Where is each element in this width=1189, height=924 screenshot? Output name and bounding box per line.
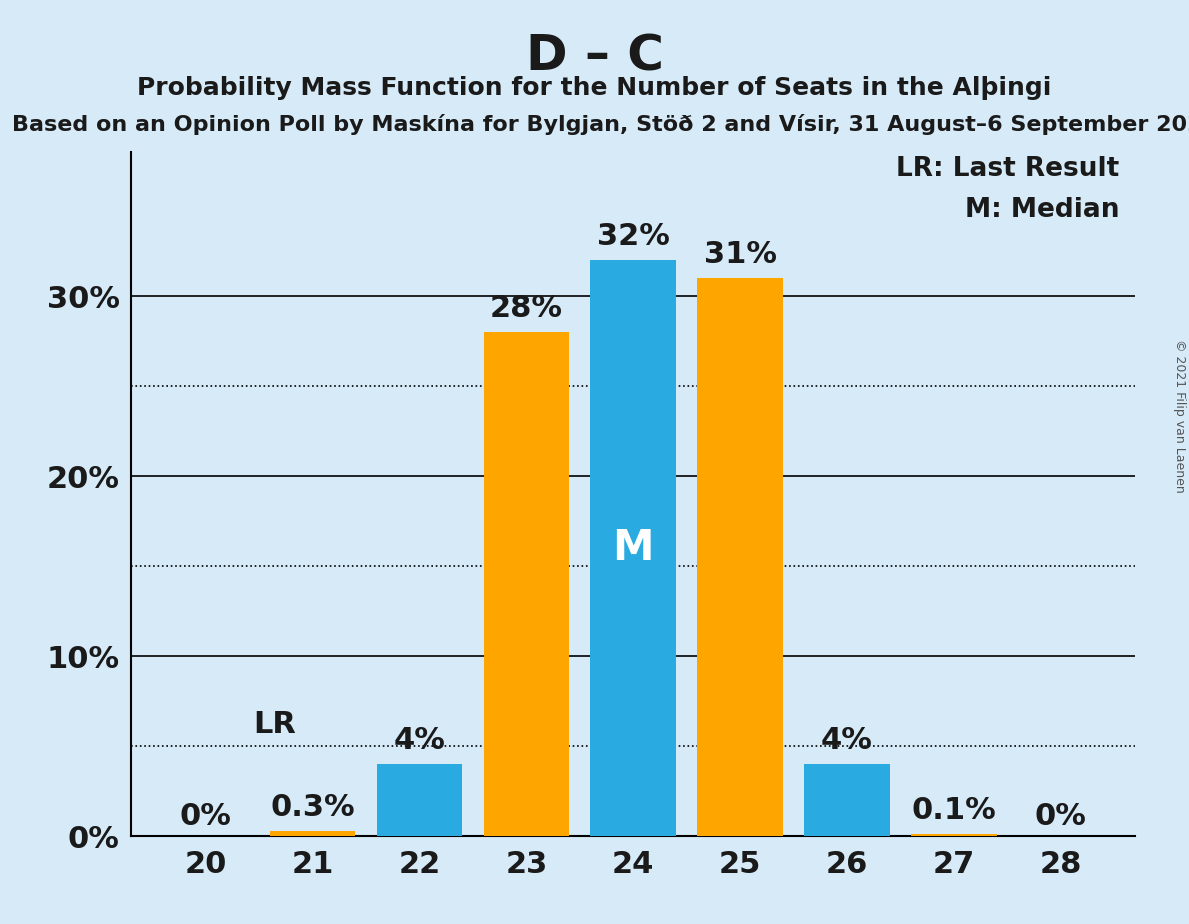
Bar <box>377 764 463 836</box>
Bar <box>911 834 996 836</box>
Text: M: M <box>612 528 654 569</box>
Bar <box>270 831 356 836</box>
Text: Based on an Opinion Poll by Maskína for Bylgjan, Stöð 2 and Vísir, 31 August–6 S: Based on an Opinion Poll by Maskína for … <box>12 114 1189 135</box>
Text: 28%: 28% <box>490 295 562 323</box>
Text: M: Median: M: Median <box>965 198 1120 224</box>
Bar <box>804 764 889 836</box>
Text: 32%: 32% <box>597 223 669 251</box>
Text: 0%: 0% <box>1034 802 1087 831</box>
Text: 0%: 0% <box>180 802 232 831</box>
Bar <box>697 278 782 836</box>
Text: LR: LR <box>253 710 296 739</box>
Text: 4%: 4% <box>820 726 873 755</box>
Text: 0.3%: 0.3% <box>270 793 354 821</box>
Text: 0.1%: 0.1% <box>912 796 996 825</box>
Text: © 2021 Filip van Laenen: © 2021 Filip van Laenen <box>1174 339 1185 492</box>
Bar <box>591 261 675 836</box>
Text: LR: Last Result: LR: Last Result <box>897 156 1120 182</box>
Text: 4%: 4% <box>394 726 446 755</box>
Bar <box>484 333 570 836</box>
Text: D – C: D – C <box>526 32 663 80</box>
Text: 31%: 31% <box>704 240 776 270</box>
Text: Probability Mass Function for the Number of Seats in the Alþingi: Probability Mass Function for the Number… <box>137 76 1052 100</box>
